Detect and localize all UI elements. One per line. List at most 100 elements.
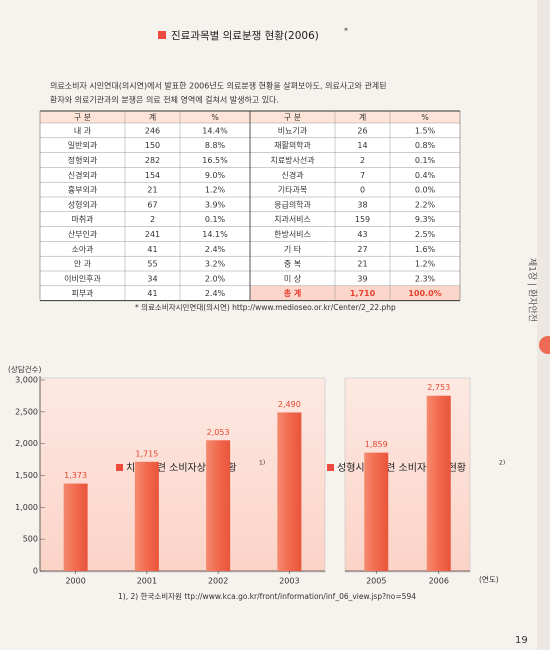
y-tick-label: 2,000 — [15, 439, 38, 448]
title-marker — [158, 31, 166, 39]
chart-title-marker — [327, 464, 334, 471]
table-cell: 246 — [145, 126, 160, 135]
table-cell: 159 — [355, 215, 370, 224]
table-cell: 이비인후과 — [64, 273, 101, 283]
y-tick-label: 1,000 — [15, 503, 38, 512]
table-cell: 0.4% — [415, 171, 436, 180]
table-cell: 2.4% — [205, 289, 226, 298]
table-cell: 비뇨기과 — [278, 126, 308, 135]
table-header-cell: % — [211, 113, 219, 122]
x-tick-label: 2005 — [366, 577, 386, 586]
side-marker — [539, 336, 550, 354]
table-cell: 내 과 — [74, 126, 92, 135]
table-cell: 43 — [357, 230, 367, 239]
table-cell: 중 복 — [284, 260, 301, 269]
total-row-bg — [250, 285, 460, 301]
table-cell: 1.2% — [205, 186, 226, 195]
table-source: * 의료소비자시민연대(의시연) http://www.medioseo.or.… — [135, 302, 396, 312]
x-tick-label: 2000 — [65, 577, 85, 586]
bar — [426, 395, 451, 571]
table-cell: 신경외과 — [68, 170, 98, 180]
y-tick-label: 2,500 — [15, 407, 38, 416]
table-cell: 2.0% — [205, 274, 226, 283]
table-cell: 기 타 — [284, 245, 302, 254]
table-cell: 0.1% — [415, 156, 436, 165]
table-cell: 67 — [147, 200, 157, 209]
table-cell: 2 — [150, 215, 155, 224]
table-cell: 2.2% — [415, 200, 436, 209]
table-cell: 미 상 — [284, 273, 302, 283]
table-cell: 38 — [357, 200, 367, 209]
chart-panel — [344, 377, 471, 573]
table-cell: 피부과 — [71, 289, 94, 298]
y-tick-label: 0 — [33, 567, 38, 576]
table-header-cell: 구 분 — [74, 113, 91, 122]
table-cell: 2.4% — [205, 245, 226, 254]
table-cell: 14.4% — [202, 126, 228, 135]
table-cell: 9.0% — [205, 171, 226, 180]
table-cell: 2.3% — [415, 274, 436, 283]
chart-source: 1), 2) 한국소비자원 ttp://www.kca.go.kr/front/… — [118, 592, 416, 601]
table: 구 분 계% 구 분 계 % 내 과 246 14.4% 비뇨기과 26 1.5% 일반외과 150 8.… — [39, 110, 461, 302]
y-axis-label: (상담건수) — [8, 364, 42, 374]
table-cell: 기타과목 — [278, 186, 307, 195]
table-cell: 1,710 — [350, 289, 376, 298]
table-cell: 산부인과 — [68, 229, 98, 239]
charts: 치과 관련 소비자상담 현황 1)(상담건수)05001,0001,5002,00… — [8, 364, 505, 586]
table-cell: 34 — [147, 274, 157, 283]
table-cell: 9.3% — [415, 215, 436, 224]
chart-title-marker — [116, 464, 123, 471]
value-label: 2,490 — [278, 400, 301, 409]
table-cell: 흉부외과 — [68, 185, 98, 195]
table-cell: 27 — [357, 245, 367, 254]
table-cell: 안 과 — [74, 259, 92, 269]
side-tab: 제1장 | 환자안전 — [527, 258, 539, 322]
bar — [134, 461, 159, 571]
table-cell: 26 — [357, 126, 367, 135]
value-label: 1,859 — [365, 440, 388, 449]
table-cell: 3.2% — [205, 260, 226, 269]
table-header-cell: 구 분 — [284, 113, 301, 122]
x-tick-label: 2006 — [429, 577, 449, 586]
table-cell: 100.0% — [408, 289, 441, 298]
table-cell: 21 — [357, 260, 367, 269]
table-cell: 신경과 — [281, 170, 304, 180]
y-tick-label: 1,500 — [15, 471, 38, 480]
x-axis-label: (연도) — [479, 575, 499, 584]
page-number: 19 — [515, 635, 528, 646]
bar — [63, 483, 88, 571]
chart-title-note: 1) — [259, 460, 265, 467]
table-cell: 2.5% — [415, 230, 436, 239]
table-header-cell: % — [421, 113, 429, 122]
table-cell: 0.8% — [415, 141, 436, 150]
table-cell: 1.5% — [415, 126, 436, 135]
table-cell: 55 — [147, 260, 157, 269]
table-cell: 8.8% — [205, 141, 226, 150]
table-header-cell: 계 — [149, 112, 156, 122]
table-cell: 154 — [145, 171, 160, 180]
table-cell: 0.0% — [415, 186, 436, 195]
value-label: 1,715 — [135, 449, 158, 458]
side-strip — [537, 0, 550, 650]
table-cell: 정형외과 — [68, 155, 98, 165]
table-cell: 재활의학과 — [274, 140, 311, 150]
table-cell: 한방서비스 — [274, 229, 311, 239]
table-cell: 21 — [147, 186, 157, 195]
table-cell: 14 — [357, 141, 367, 150]
table-cell: 마취과 — [71, 215, 94, 224]
x-tick-label: 2002 — [208, 577, 228, 586]
bar — [277, 412, 302, 571]
table-cell: 일반외과 — [68, 140, 98, 150]
table-cell: 16.5% — [202, 156, 228, 165]
section-title-mark: * — [344, 27, 348, 36]
table-cell: 41 — [147, 289, 157, 298]
table-cell: 14.1% — [202, 230, 228, 239]
x-tick-label: 2001 — [137, 577, 157, 586]
table-cell: 7 — [360, 171, 365, 180]
value-label: 1,373 — [64, 471, 87, 480]
table-header-cell: 계 — [359, 112, 366, 122]
table-cell: 1.6% — [415, 245, 436, 254]
table-cell: 3.9% — [205, 200, 226, 209]
table-cell: 1.2% — [415, 260, 436, 269]
